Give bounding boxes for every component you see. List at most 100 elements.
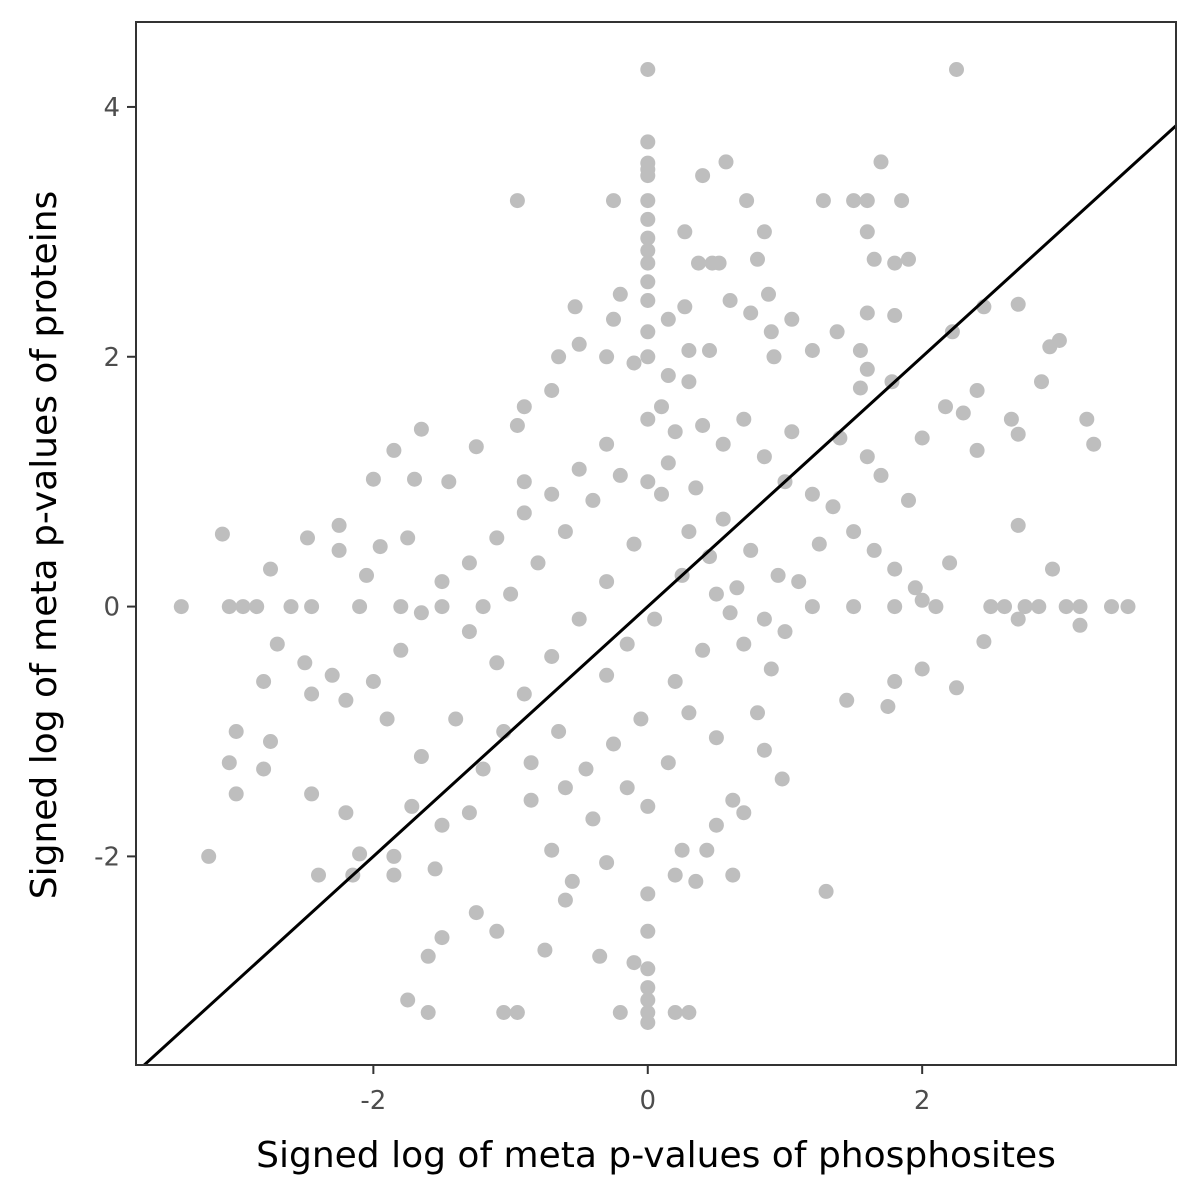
data-point: [365, 674, 381, 689]
data-point: [667, 867, 683, 883]
data-point: [774, 771, 790, 787]
data-point: [434, 599, 450, 615]
data-point: [804, 343, 820, 358]
data-point: [551, 349, 567, 365]
data-point: [667, 1005, 683, 1020]
data-point: [829, 324, 845, 340]
data-point: [201, 848, 217, 864]
data-point: [304, 786, 320, 802]
data-point: [976, 634, 992, 650]
data-point: [475, 761, 491, 777]
data-point: [400, 530, 416, 546]
data-point: [777, 624, 793, 640]
data-point: [365, 471, 381, 487]
data-point: [599, 349, 615, 365]
data-point: [750, 705, 765, 721]
data-point: [722, 293, 738, 308]
data-point: [695, 168, 711, 184]
data-point: [708, 817, 724, 833]
data-point: [468, 905, 484, 921]
data-point: [852, 343, 868, 358]
data-point: [592, 948, 608, 964]
data-point: [557, 892, 573, 908]
data-point: [654, 486, 669, 502]
data-point: [228, 786, 244, 802]
data-point: [660, 455, 676, 471]
data-point: [761, 286, 776, 302]
data-point: [640, 168, 656, 184]
data-point: [997, 599, 1012, 615]
data-point: [1104, 599, 1119, 615]
data-point: [530, 555, 546, 571]
data-point: [338, 692, 354, 708]
data-point: [677, 299, 693, 315]
data-point: [859, 305, 875, 321]
data-point: [1010, 611, 1026, 627]
data-point: [715, 436, 731, 452]
data-point: [859, 193, 875, 209]
data-point: [503, 586, 519, 602]
data-point: [1086, 436, 1102, 452]
data-point: [537, 942, 553, 958]
data-point: [640, 474, 656, 490]
data-point: [599, 855, 615, 871]
y-tick-label: 4: [103, 93, 120, 123]
data-point: [640, 1015, 656, 1030]
x-tick-label: 0: [639, 1086, 656, 1116]
data-point: [839, 692, 855, 708]
data-point: [640, 886, 656, 902]
data-point: [557, 524, 573, 540]
data-point: [612, 467, 628, 483]
data-point: [461, 624, 477, 640]
data-point: [677, 224, 693, 240]
x-axis: -2 0 2: [360, 1065, 930, 1116]
data-point: [256, 674, 272, 689]
data-point: [667, 674, 683, 689]
data-point: [1031, 599, 1047, 615]
data-point: [523, 792, 539, 808]
data-point: [763, 324, 779, 340]
data-point: [619, 780, 635, 796]
data-point: [640, 274, 656, 290]
data-point: [681, 524, 697, 540]
data-point: [221, 599, 237, 615]
data-point: [393, 642, 409, 658]
data-point: [352, 846, 368, 862]
data-point: [640, 230, 656, 246]
data-point: [489, 655, 505, 671]
data-point: [516, 474, 532, 490]
data-point: [640, 961, 656, 977]
data-point: [393, 599, 409, 615]
data-point: [297, 655, 313, 671]
data-point: [434, 817, 450, 833]
data-point: [567, 299, 583, 315]
data-point: [1042, 339, 1058, 355]
data-point: [942, 555, 958, 571]
data-point: [770, 567, 786, 583]
data-point: [725, 792, 741, 808]
data-point: [544, 842, 560, 858]
data-point: [681, 705, 697, 721]
data-point: [640, 255, 656, 271]
data-point: [509, 418, 525, 433]
data-point: [859, 224, 875, 240]
data-point: [846, 193, 862, 209]
data-point: [695, 418, 711, 433]
data-point: [640, 243, 656, 259]
data-point: [509, 193, 525, 209]
data-point: [873, 154, 889, 170]
data-point: [699, 842, 715, 858]
data-point: [784, 424, 800, 440]
data-point: [736, 805, 752, 821]
data-point: [688, 480, 704, 496]
data-point: [866, 542, 882, 558]
data-point: [884, 374, 900, 390]
data-point: [887, 308, 903, 323]
data-point: [544, 486, 560, 502]
data-point: [691, 255, 706, 271]
data-point: [955, 405, 971, 421]
data-point: [386, 867, 402, 883]
y-tick-label: 2: [103, 343, 120, 373]
data-point: [640, 923, 656, 939]
